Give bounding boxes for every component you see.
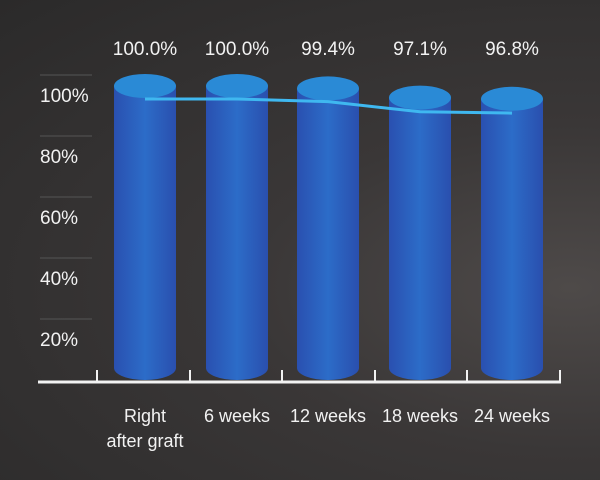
trend-line <box>145 97 513 115</box>
x-tick-label: Right <box>124 406 166 426</box>
bar-top <box>389 85 451 110</box>
bars: 100.0% 100.0% 99.4% 97.1% 96.8% <box>113 39 543 381</box>
x-tick-label: after graft <box>106 431 183 451</box>
data-label: 96.8% <box>485 39 539 60</box>
y-tick-label: 20% <box>40 330 78 351</box>
y-tick-label: 80% <box>40 147 78 168</box>
line-series <box>145 97 513 115</box>
data-label: 100.0% <box>205 39 270 60</box>
bar-top <box>114 74 176 98</box>
bar-top <box>481 86 543 111</box>
bar-top <box>206 74 268 98</box>
bar <box>389 97 451 380</box>
data-label: 100.0% <box>113 39 178 60</box>
y-tick-label: 40% <box>40 269 78 290</box>
x-axis: Right after graft 6 weeks 12 weeks 18 weeks 2… <box>38 370 561 451</box>
bar <box>297 88 359 381</box>
x-tick-label: 12 weeks <box>290 406 366 426</box>
bar <box>114 86 176 380</box>
y-axis: 20% 40% 60% 80% 100% <box>40 74 92 351</box>
bar <box>206 86 268 380</box>
bar-top <box>297 76 359 101</box>
data-label: 99.4% <box>301 39 355 60</box>
y-tick-label: 60% <box>40 208 78 229</box>
x-tick-label: 24 weeks <box>474 406 550 426</box>
data-label: 97.1% <box>393 39 447 60</box>
x-tick-label: 18 weeks <box>382 406 458 426</box>
y-tick-label: 100% <box>40 86 89 107</box>
x-tick-label: 6 weeks <box>204 406 270 426</box>
bar <box>481 98 543 381</box>
